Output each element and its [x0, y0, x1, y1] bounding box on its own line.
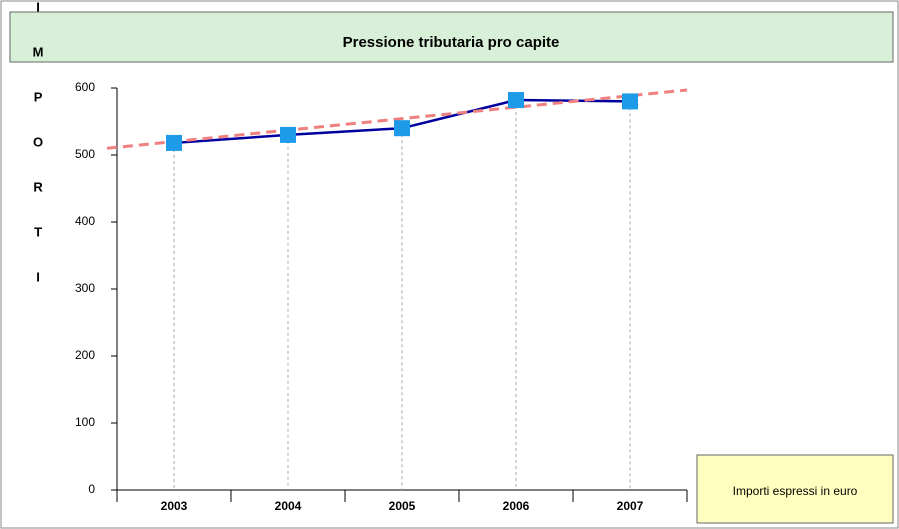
y-tick-label: 200	[75, 348, 95, 362]
y-tick-label: 0	[88, 482, 95, 496]
x-tick-label: 2005	[389, 499, 416, 513]
chart-title: Pressione tributaria pro capite	[343, 34, 560, 51]
x-tick-label: 2004	[275, 499, 302, 513]
x-tick-label: 2007	[617, 499, 644, 513]
title-box	[9, 11, 894, 63]
note: Importi espressi in euro	[733, 484, 858, 498]
note-box	[696, 454, 894, 524]
marker	[394, 120, 410, 137]
y-tick-label: 400	[75, 214, 95, 228]
x-tick-label: 2003	[161, 499, 188, 513]
marker	[280, 126, 296, 143]
marker	[166, 134, 182, 151]
y-axis-title: IMPORTI	[31, 0, 46, 315]
x-tick-label: 2006	[503, 499, 530, 513]
y-tick-label: 600	[75, 80, 95, 94]
y-tick-label: 100	[75, 415, 95, 429]
marker	[622, 93, 638, 110]
trendline	[106, 88, 688, 150]
marker	[508, 92, 524, 109]
y-tick-label: 500	[75, 147, 95, 161]
y-tick-label: 300	[75, 281, 95, 295]
